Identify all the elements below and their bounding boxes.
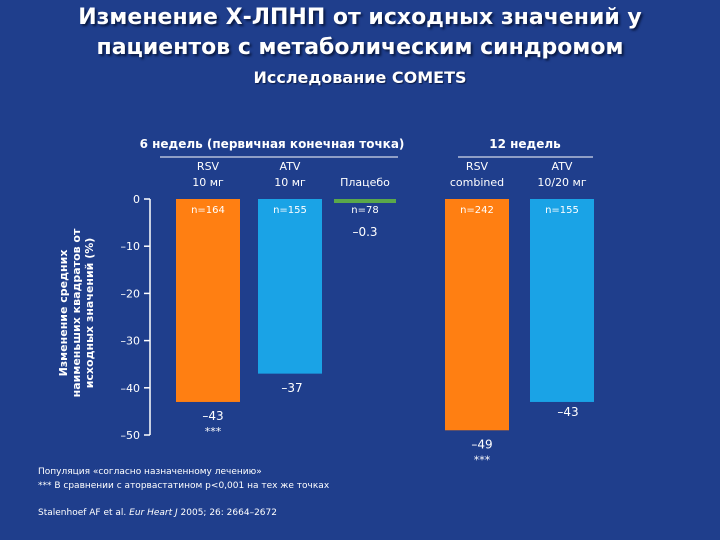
bar-n-label: n=155 (545, 205, 579, 216)
y-tick-label: –30 (121, 335, 141, 348)
bar-n-label: n=78 (351, 205, 378, 216)
bar-value-label: –37 (281, 381, 302, 395)
group-label: 6 недель (первичная конечная точка) (140, 137, 405, 151)
bar-n-label: n=164 (191, 205, 225, 216)
bar (530, 199, 594, 402)
y-tick-label: –20 (121, 287, 141, 300)
bar-category-label: RSV (466, 160, 489, 173)
title-line-2: пациентов с метаболическим синдромом (96, 35, 624, 60)
bar-value-label: –43 (557, 405, 578, 419)
bar (445, 199, 509, 431)
bar (334, 199, 396, 203)
citation-rest: 2005; 26: 2664–2672 (177, 508, 277, 518)
y-axis-title-line: исходных значений (%) (83, 238, 96, 389)
bar-category-label: ATV (280, 160, 301, 173)
y-axis-title: Изменение среднихнаименьших квадратов от… (57, 228, 96, 397)
bar-n-label: n=242 (460, 205, 494, 216)
y-tick-label: –40 (121, 382, 141, 395)
title-line-1: Изменение Х-ЛПНП от исходных значений у (78, 5, 642, 30)
bar-value-label: –0.3 (352, 225, 377, 239)
footnote-significance: *** В сравнении с аторвастатином p<0,001… (38, 481, 330, 491)
bar-category-label: 10 мг (192, 176, 224, 189)
footnote-population: Популяция «согласно назначенному лечению… (38, 467, 262, 477)
y-tick-label: –10 (121, 240, 141, 253)
citation-authors: Stalenhoef AF et al. (38, 508, 130, 518)
bar-category-label: ATV (552, 160, 573, 173)
y-tick-label: 0 (133, 193, 140, 206)
bar (258, 199, 322, 374)
bar-category-label: Плацебо (340, 176, 390, 189)
bar-value-label: –49 (471, 437, 492, 451)
y-tick-label: –50 (121, 429, 141, 442)
y-axis-title-line: Изменение средних (57, 250, 70, 377)
y-axis-title-line: наименьших квадратов от (70, 228, 83, 397)
bar-category-label: 10 мг (274, 176, 306, 189)
bar-category-label: combined (450, 176, 504, 189)
bar-category-label: 10/20 мг (537, 176, 586, 189)
bar-significance-label: *** (474, 453, 491, 466)
bar-n-label: n=155 (273, 205, 307, 216)
footnote-citation: Stalenhoef AF et al. Eur Heart J 2005; 2… (38, 508, 277, 518)
bar-value-label: –43 (202, 409, 223, 423)
bar-category-label: RSV (197, 160, 220, 173)
citation-journal: Eur Heart J (129, 508, 178, 518)
group-label: 12 недель (489, 137, 561, 151)
bar-significance-label: *** (205, 425, 222, 438)
subtitle: Исследование COMETS (253, 68, 467, 87)
bar (176, 199, 240, 402)
